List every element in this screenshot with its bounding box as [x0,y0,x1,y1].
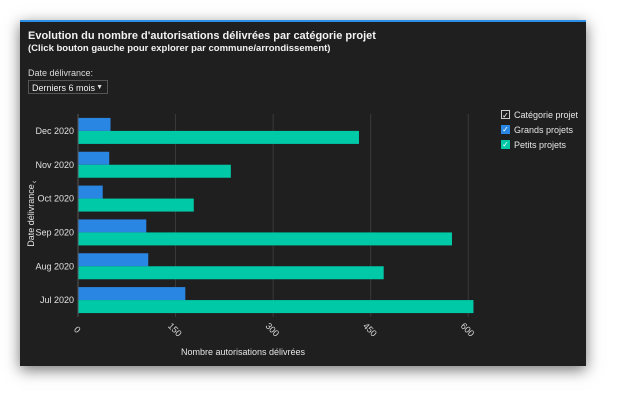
bar[interactable] [78,287,186,301]
y-tick-label: Dec 2020 [35,126,74,136]
chart-card: Evolution du nombre d'autorisations déli… [20,20,586,366]
legend: ✓ Catégorie projet ✓ Grands projets ✓ Pe… [501,107,578,152]
bar[interactable] [78,164,231,178]
date-filter-label: Date délivrance: [28,68,94,78]
legend-item-label: Grands projets [514,124,574,135]
bar[interactable] [78,266,384,280]
bar[interactable] [78,232,452,246]
checkbox-icon: ✓ [501,140,510,149]
date-filter-dropdown[interactable]: Derniers 6 mois ▼ [28,80,108,94]
chevron-down-icon: ▼ [96,84,103,91]
bar[interactable] [78,198,194,212]
bar[interactable] [78,117,111,131]
bar-chart[interactable]: 0 150 300 450 600 Dec 2020 Nov 2020 Oct 2020 Sep… [20,22,586,366]
x-tick-label: 0 [72,324,83,335]
x-axis-label: Nombre autorisations délivrées [181,347,306,357]
y-axis-label: Date délivrance [26,184,36,247]
bar[interactable] [78,151,110,165]
bar[interactable] [78,253,149,267]
x-tick-label: 150 [166,321,184,339]
x-tick-label: 300 [264,321,282,339]
x-tick-label: 600 [459,321,477,339]
bar[interactable] [78,300,474,314]
chart-title: Evolution du nombre d'autorisations déli… [28,30,376,42]
y-tick-label: Jul 2020 [40,295,74,305]
legend-item-grands-projets[interactable]: ✓ Grands projets [501,122,578,137]
y-tick-label: Sep 2020 [35,227,74,237]
legend-title: Catégorie projet [514,109,579,120]
legend-item-petits-projets[interactable]: ✓ Petits projets [501,137,578,152]
bar[interactable] [78,130,359,144]
y-tick-label: Aug 2020 [35,261,74,271]
x-tick-label: 450 [361,321,379,339]
legend-title-row[interactable]: ✓ Catégorie projet [501,107,578,122]
chart-subtitle: (Click bouton gauche pour explorer par c… [28,43,331,54]
legend-item-label: Petits projets [514,139,567,150]
checkbox-icon: ✓ [501,125,510,134]
bar[interactable] [78,185,103,199]
date-filter-value: Derniers 6 mois [32,83,96,93]
chevron-icon[interactable]: ‹ [30,180,40,184]
bar[interactable] [78,219,147,233]
y-tick-label: Oct 2020 [37,194,74,204]
checkbox-icon: ✓ [501,110,510,120]
y-tick-label: Nov 2020 [35,160,74,170]
